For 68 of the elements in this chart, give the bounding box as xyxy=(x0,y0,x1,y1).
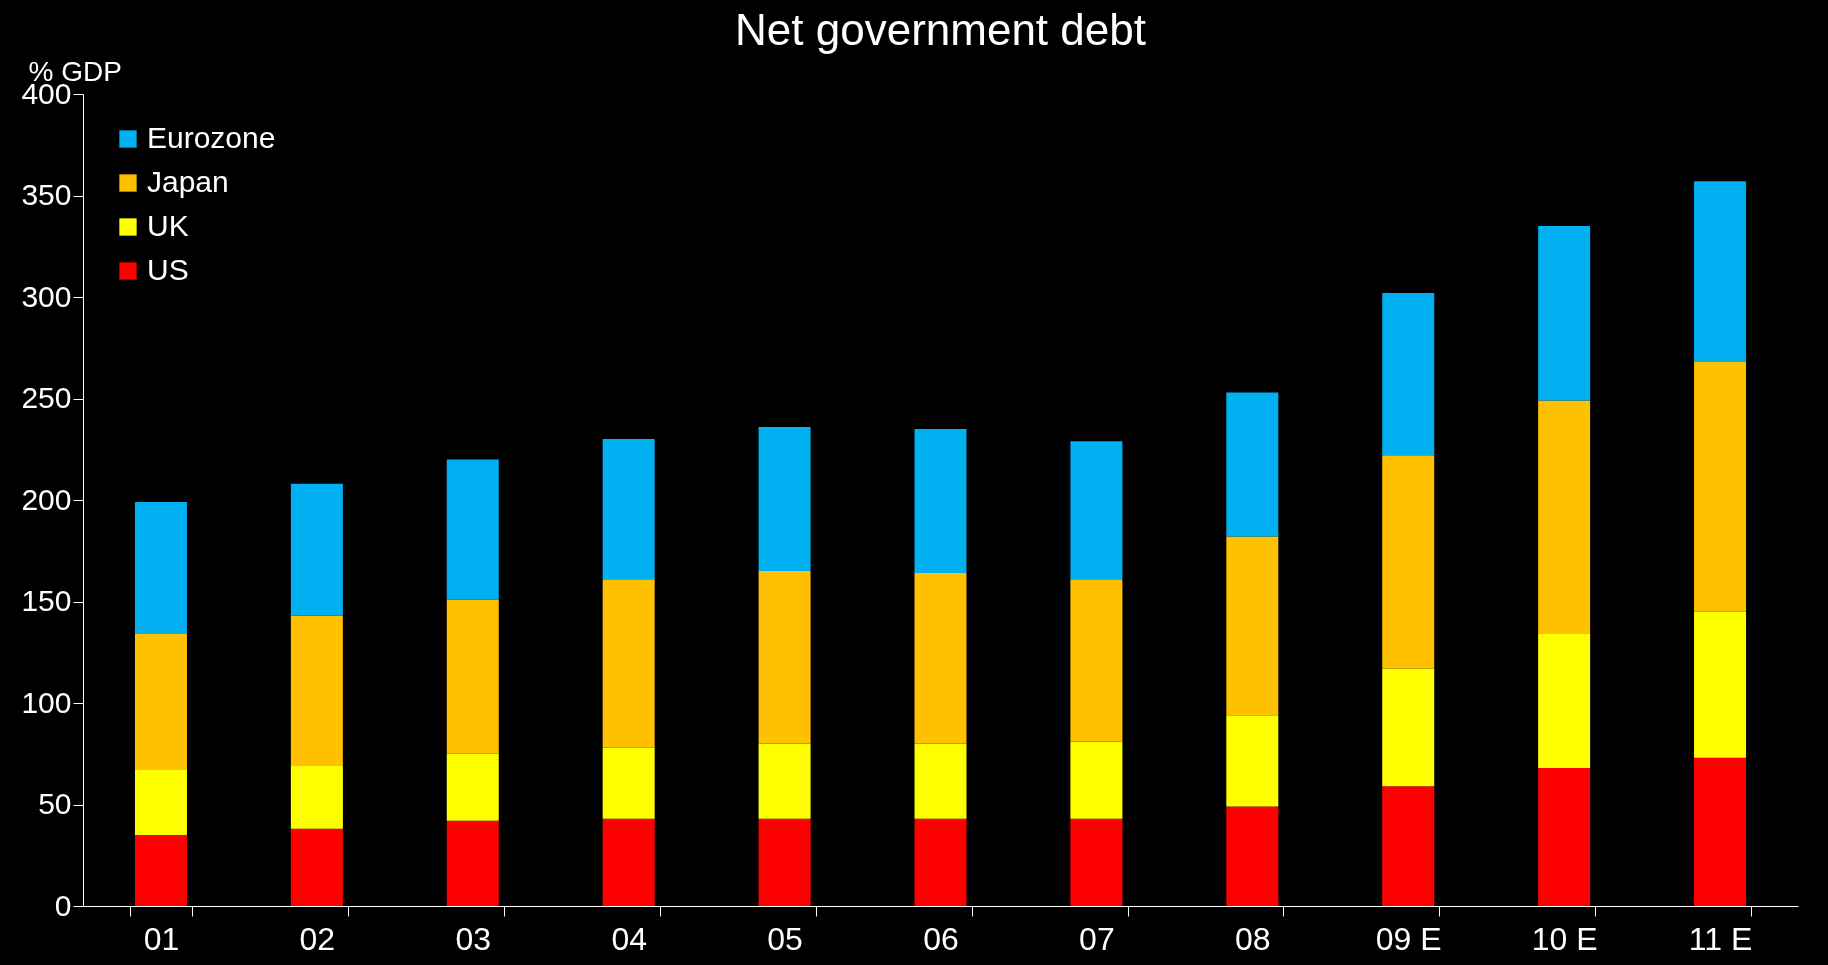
x-tick-label: 05 xyxy=(767,920,803,957)
y-tick-label: 100 xyxy=(21,685,72,719)
bar xyxy=(1382,668,1435,787)
x-tick-label: 02 xyxy=(299,920,336,957)
bar xyxy=(914,573,967,744)
bar xyxy=(134,502,187,634)
bar xyxy=(1070,579,1123,742)
y-tick-label: 300 xyxy=(21,279,72,313)
bar xyxy=(758,571,811,744)
bar xyxy=(1226,715,1279,807)
bar xyxy=(758,743,811,819)
y-tick-label: 200 xyxy=(21,482,72,516)
bar xyxy=(1538,225,1591,401)
bar xyxy=(1694,611,1747,758)
bar xyxy=(1538,767,1591,906)
bar xyxy=(1070,818,1123,906)
bar xyxy=(446,599,499,754)
x-tick-label: 01 xyxy=(143,920,180,957)
bar xyxy=(1694,757,1747,906)
bar xyxy=(914,743,967,819)
bar xyxy=(1538,633,1591,768)
bar xyxy=(446,753,499,821)
x-tick-label: 08 xyxy=(1235,920,1271,957)
y-tick-label: 0 xyxy=(54,888,72,922)
x-tick-label: 07 xyxy=(1079,920,1115,957)
bar xyxy=(758,426,811,572)
y-tick-label: 350 xyxy=(21,178,72,211)
bar xyxy=(1226,392,1279,537)
bar xyxy=(1694,181,1747,362)
bar xyxy=(1226,536,1279,716)
x-tick-label: 03 xyxy=(455,920,492,957)
bar xyxy=(758,818,811,906)
bar xyxy=(134,834,187,906)
bar xyxy=(134,633,187,770)
bar xyxy=(1070,741,1123,819)
bar xyxy=(602,747,655,819)
bar xyxy=(1382,292,1435,456)
bar xyxy=(1070,441,1123,580)
x-tick-label: 11 E xyxy=(1688,920,1753,957)
bar xyxy=(446,459,499,600)
legend-label: Eurozone xyxy=(147,121,276,154)
legend-label: UK xyxy=(147,209,189,242)
x-tick-label: 04 xyxy=(611,920,647,957)
bar xyxy=(1382,786,1435,906)
legend-label: Japan xyxy=(147,165,229,198)
y-tick-label: 250 xyxy=(21,381,72,414)
bar xyxy=(1538,400,1591,634)
bar xyxy=(914,818,967,906)
bar xyxy=(290,828,343,906)
bar xyxy=(602,818,655,906)
bar xyxy=(290,483,343,616)
legend-label: US xyxy=(147,253,189,286)
x-tick-label: 06 xyxy=(923,920,959,957)
x-tick-label: 10 E xyxy=(1531,920,1598,957)
bar xyxy=(1694,361,1747,612)
bar xyxy=(446,820,499,906)
y-tick-label: 150 xyxy=(21,584,72,617)
bar xyxy=(134,769,187,835)
bar xyxy=(1226,806,1279,906)
bar xyxy=(290,765,343,829)
chart-title: Net government debt xyxy=(735,5,1146,54)
y-tick-label: 50 xyxy=(38,787,72,820)
bar xyxy=(1382,455,1435,669)
bar xyxy=(914,428,967,574)
bar xyxy=(602,439,655,580)
x-tick-label: 09 E xyxy=(1375,920,1442,957)
bar xyxy=(602,579,655,748)
bar xyxy=(290,615,343,766)
